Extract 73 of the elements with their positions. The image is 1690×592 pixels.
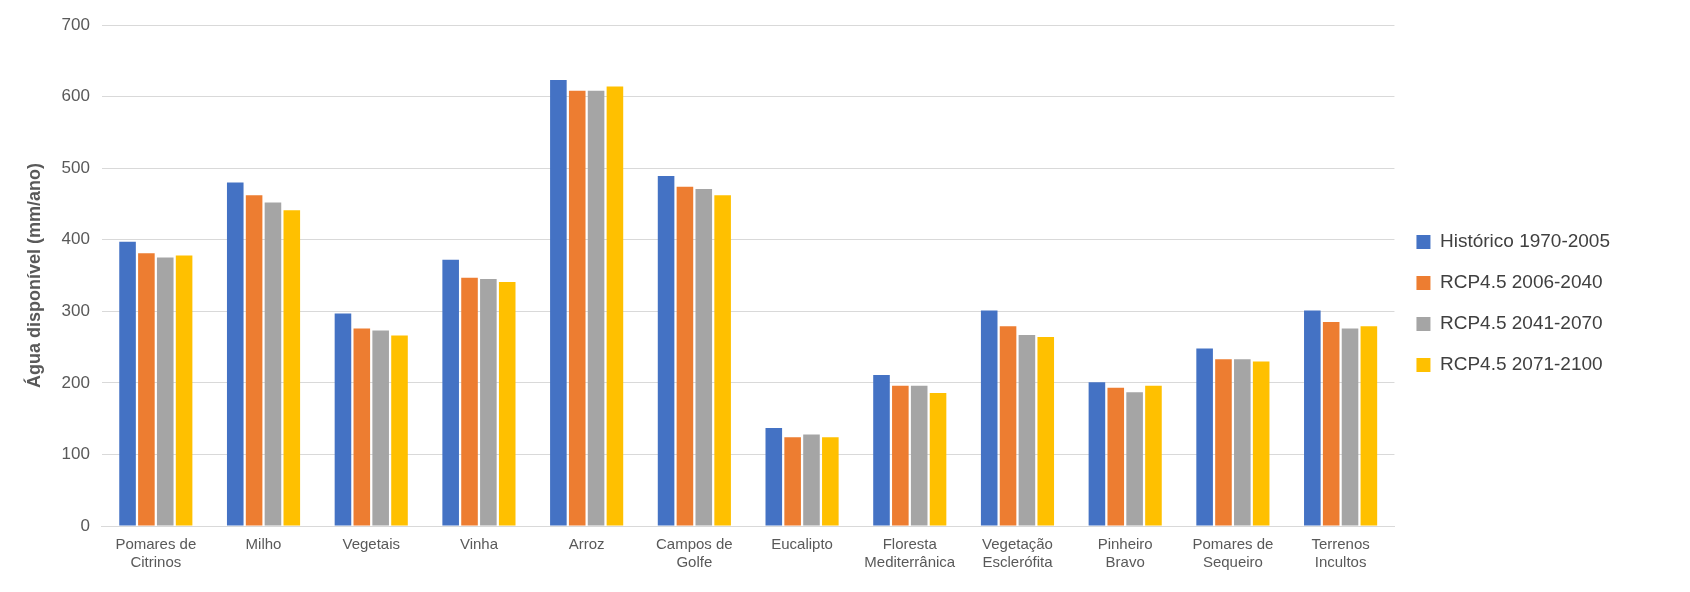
bar — [822, 437, 839, 526]
bar — [391, 335, 408, 526]
bar — [1018, 334, 1036, 526]
x-tick-label: Vegetação Esclerófita — [982, 535, 1054, 571]
x-tick-label: Arroz — [568, 535, 605, 553]
bar — [353, 328, 371, 526]
bar — [1037, 337, 1055, 526]
bar — [442, 259, 459, 526]
bar — [480, 279, 497, 526]
legend-label: Histórico 1970-2005 — [1439, 230, 1610, 252]
bar — [119, 241, 136, 526]
y-tick-label: 600 — [61, 86, 90, 106]
legend-label: RCP4.5 2006-2040 — [1439, 271, 1603, 293]
y-tick-label: 400 — [61, 229, 90, 249]
bar — [714, 195, 731, 526]
bar — [999, 326, 1017, 526]
x-tick-label: Pomares de Sequeiro — [1192, 535, 1274, 571]
bar — [1126, 392, 1143, 526]
y-tick-label: 100 — [61, 444, 90, 464]
bar — [1196, 348, 1213, 526]
bar — [283, 210, 301, 526]
bar — [606, 86, 624, 526]
bar — [910, 385, 928, 526]
x-tick-label: Pinheiro Bravo — [1097, 535, 1153, 571]
bar — [1145, 385, 1162, 526]
bar — [676, 186, 694, 526]
bar — [1107, 387, 1125, 526]
bar — [498, 281, 516, 526]
bar — [461, 277, 478, 526]
bar — [765, 427, 783, 526]
y-tick-label: 0 — [80, 515, 90, 535]
bar — [1234, 359, 1251, 526]
y-tick-label: 300 — [61, 300, 90, 320]
x-tick-label: Campos de Golfe — [656, 535, 733, 571]
bar — [1304, 310, 1321, 526]
legend-label: RCP4.5 2041-2070 — [1439, 312, 1603, 334]
bar — [1252, 361, 1270, 526]
bar — [175, 255, 193, 526]
bar — [264, 202, 282, 526]
bar — [245, 195, 263, 526]
bar — [657, 176, 675, 526]
x-tick-label: Floresta Mediterrânica — [864, 535, 956, 571]
bar — [568, 90, 586, 526]
x-tick-label: Vinha — [459, 535, 499, 553]
bar — [1215, 359, 1232, 526]
x-tick-label: Terrenos Incultos — [1311, 535, 1370, 571]
y-tick-label: 200 — [61, 372, 90, 392]
bar — [334, 313, 352, 526]
bar — [550, 80, 567, 526]
bar — [803, 434, 820, 526]
x-tick-label: Eucalipto — [771, 535, 833, 553]
legend-label: RCP4.5 2071-2100 — [1439, 353, 1603, 375]
x-tick-label: Vegetais — [342, 535, 401, 553]
x-tick-label: Pomares de Citrinos — [115, 535, 197, 571]
bar — [980, 310, 998, 526]
bar — [1088, 382, 1106, 526]
x-tick-label: Milho — [245, 535, 282, 553]
bar — [1360, 326, 1378, 526]
bar — [226, 182, 244, 526]
y-tick-label: 700 — [61, 14, 90, 34]
y-axis-title: Água disponível (mm/ano) — [22, 162, 44, 389]
bar — [929, 392, 947, 526]
bar — [892, 385, 909, 526]
bar — [587, 90, 605, 526]
bar — [372, 330, 389, 526]
bar — [784, 437, 801, 526]
bar — [695, 188, 713, 526]
bar — [1341, 328, 1359, 526]
bar — [873, 374, 890, 526]
bar — [156, 257, 174, 526]
bar — [138, 253, 155, 526]
y-tick-label: 500 — [61, 157, 90, 177]
bar — [1322, 322, 1340, 526]
